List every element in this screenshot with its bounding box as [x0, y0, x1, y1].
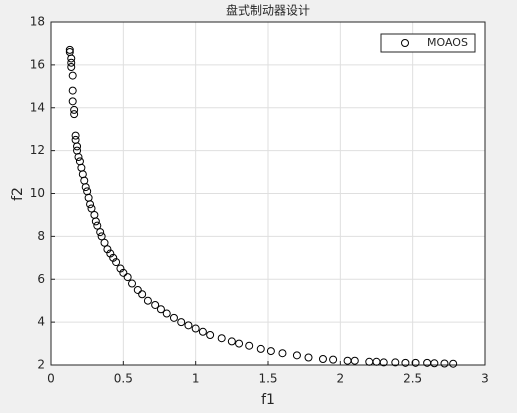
point [65, 45, 74, 54]
y-tick-label: 10 [30, 186, 45, 200]
point [162, 309, 171, 318]
point [119, 268, 128, 277]
y-axis-label: f2 [10, 187, 26, 201]
point [67, 54, 76, 63]
point [74, 153, 83, 162]
point [217, 334, 226, 343]
point [81, 183, 90, 192]
x-tick-label: 0.5 [114, 372, 133, 386]
point [449, 359, 458, 368]
point [318, 354, 327, 363]
point [235, 339, 244, 348]
point [128, 279, 137, 288]
point [133, 285, 142, 294]
point [123, 273, 132, 282]
x-tick-label: 1.5 [258, 372, 277, 386]
legend-box [380, 33, 476, 53]
point [93, 221, 102, 230]
axes-box [50, 21, 486, 366]
x-tick-label: 2 [337, 372, 345, 386]
y-tick-label: 16 [30, 57, 45, 71]
point [227, 337, 236, 346]
point [67, 58, 76, 67]
y-tick-label: 18 [30, 15, 45, 29]
point [198, 327, 207, 336]
point [143, 296, 152, 305]
y-tick-label: 8 [37, 229, 45, 243]
chart-title: 盘式制动器设计 [226, 3, 310, 18]
point [73, 142, 82, 151]
point [184, 321, 193, 330]
point [86, 200, 95, 209]
point [350, 356, 359, 365]
point [67, 63, 76, 72]
point [169, 313, 178, 322]
point [68, 97, 77, 106]
y-tick-label: 6 [37, 272, 45, 286]
point [106, 249, 115, 258]
point [70, 110, 79, 119]
point [329, 355, 338, 364]
y-tick-label: 14 [30, 100, 45, 114]
point [103, 245, 112, 254]
x-tick-label: 3 [481, 372, 489, 386]
point [440, 359, 449, 368]
point [68, 86, 77, 95]
point [206, 330, 215, 339]
x-axis-label: f1 [261, 392, 275, 408]
point [379, 358, 388, 367]
point [87, 204, 96, 213]
point [112, 258, 121, 267]
point [100, 238, 109, 247]
point [68, 71, 77, 80]
x-tick-label: 1 [192, 372, 200, 386]
point [191, 324, 200, 333]
point [278, 349, 287, 358]
y-tick-label: 12 [30, 143, 45, 157]
point [401, 358, 410, 367]
point [109, 253, 118, 262]
point [292, 351, 301, 360]
point [391, 358, 400, 367]
point [245, 341, 254, 350]
point [91, 217, 100, 226]
point [70, 105, 79, 114]
legend-marker [401, 39, 409, 47]
legend-label: MOAOS [427, 36, 468, 49]
point [116, 264, 125, 273]
x-tick-label: 0 [47, 372, 55, 386]
x-tick-label: 2.5 [403, 372, 422, 386]
point [97, 232, 106, 241]
point [151, 300, 160, 309]
point [430, 359, 439, 368]
point [71, 131, 80, 140]
point [96, 228, 105, 237]
point [138, 290, 147, 299]
point [156, 305, 165, 314]
y-tick-label: 2 [37, 358, 45, 372]
point [411, 358, 420, 367]
point [177, 318, 186, 327]
point [266, 347, 275, 356]
y-tick-label: 4 [37, 315, 45, 329]
point [256, 344, 265, 353]
point [304, 353, 313, 362]
